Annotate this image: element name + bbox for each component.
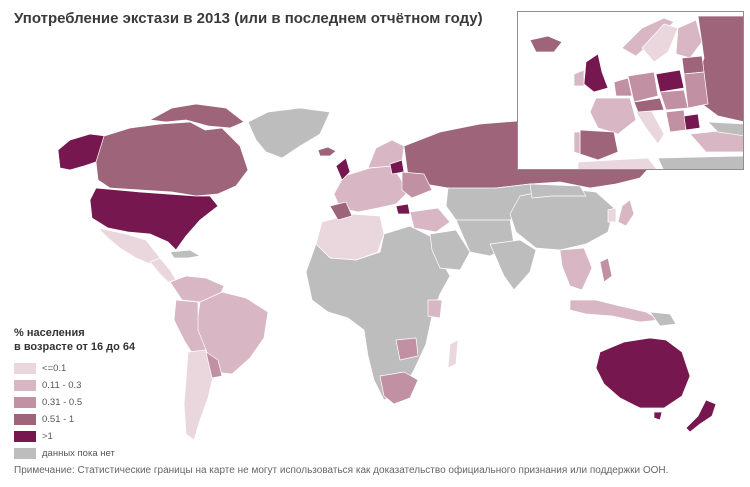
iceland [317, 146, 337, 157]
inset-uk [583, 53, 609, 93]
legend-label: <=0.1 [42, 362, 67, 374]
mexico [97, 227, 161, 265]
legend-items: <=0.1 0.11 - 0.3 0.31 - 0.5 0.51 - 1 >1 … [14, 360, 214, 461]
canada [95, 121, 249, 197]
inset-balkans [665, 109, 687, 133]
legend-item: <=0.1 [14, 360, 214, 376]
map-title: Употребление экстази в 2013 (или в после… [14, 10, 483, 27]
legend-label: 0.11 - 0.3 [42, 379, 82, 391]
inset-nodata-east [707, 121, 743, 137]
legend-swatch [14, 396, 36, 408]
legend-swatch [14, 447, 36, 459]
canada-arctic-islands [149, 103, 245, 129]
tasmania [653, 411, 663, 421]
legend-label: >1 [42, 430, 53, 442]
iberia [329, 201, 353, 221]
south-africa [379, 371, 419, 405]
north-africa [315, 213, 385, 261]
inset-iceland [529, 35, 563, 53]
inset-belarus-ukraine [683, 71, 709, 109]
legend-swatch [14, 413, 36, 425]
indonesia [569, 299, 661, 323]
bulgaria [395, 203, 411, 215]
caribbean [169, 249, 201, 259]
japan [617, 199, 635, 227]
legend-label: данных пока нет [42, 447, 115, 459]
inset-poland [655, 69, 685, 93]
inset-baltics [681, 55, 705, 75]
legend-swatch [14, 430, 36, 442]
footnote: Примечание: Статистические границы на ка… [14, 465, 669, 476]
inset-germany [627, 71, 659, 103]
legend-item: 0.11 - 0.3 [14, 377, 214, 393]
papua [649, 311, 677, 327]
ukraine-belarus [401, 171, 433, 199]
europe-inset [517, 11, 744, 170]
inset-spain [579, 129, 619, 161]
legend-item: >1 [14, 428, 214, 444]
legend-label: 0.51 - 1 [42, 413, 75, 425]
legend-title: % населения в возрасте от 16 до 64 [14, 326, 214, 354]
inset-finland [675, 19, 703, 59]
india [489, 239, 537, 291]
inset-north-africa [577, 157, 657, 169]
inset-czech-hungary [659, 89, 689, 111]
middle-east [409, 207, 451, 233]
inset-portugal [573, 131, 581, 155]
inset-bulgaria [683, 113, 701, 131]
uruguay-paraguay [205, 351, 223, 379]
arabia [429, 229, 471, 271]
inset-nodata-south [657, 155, 743, 169]
legend-title-line1: % населения [14, 327, 85, 339]
legend-swatch [14, 362, 36, 374]
mongolia [529, 183, 587, 199]
europe-inset-svg [529, 15, 743, 169]
inset-italy [635, 107, 665, 145]
philippines [599, 257, 613, 283]
legend-swatch [14, 379, 36, 391]
legend-title-line2: в возрасте от 16 до 64 [14, 341, 136, 353]
madagascar [447, 339, 459, 369]
inset-ireland [573, 69, 585, 87]
korea [607, 207, 617, 223]
greenland [247, 107, 331, 159]
legend: % населения в возрасте от 16 до 64 <=0.1… [14, 326, 214, 462]
inset-sweden [641, 23, 679, 63]
inset-france [589, 97, 637, 135]
inset-alps [633, 97, 665, 113]
zambia-zimbabwe [395, 337, 419, 361]
new-zealand [685, 399, 717, 433]
southeast-asia [559, 247, 593, 291]
australia [595, 337, 691, 409]
legend-item: данных пока нет [14, 445, 214, 461]
kenya [427, 299, 443, 319]
legend-item: 0.51 - 1 [14, 411, 214, 427]
uk [335, 157, 351, 181]
legend-label: 0.31 - 0.5 [42, 396, 83, 408]
inset-benelux [613, 77, 633, 97]
legend-item: 0.31 - 0.5 [14, 394, 214, 410]
usa [89, 187, 219, 251]
central-america [149, 257, 177, 283]
china [509, 187, 615, 251]
